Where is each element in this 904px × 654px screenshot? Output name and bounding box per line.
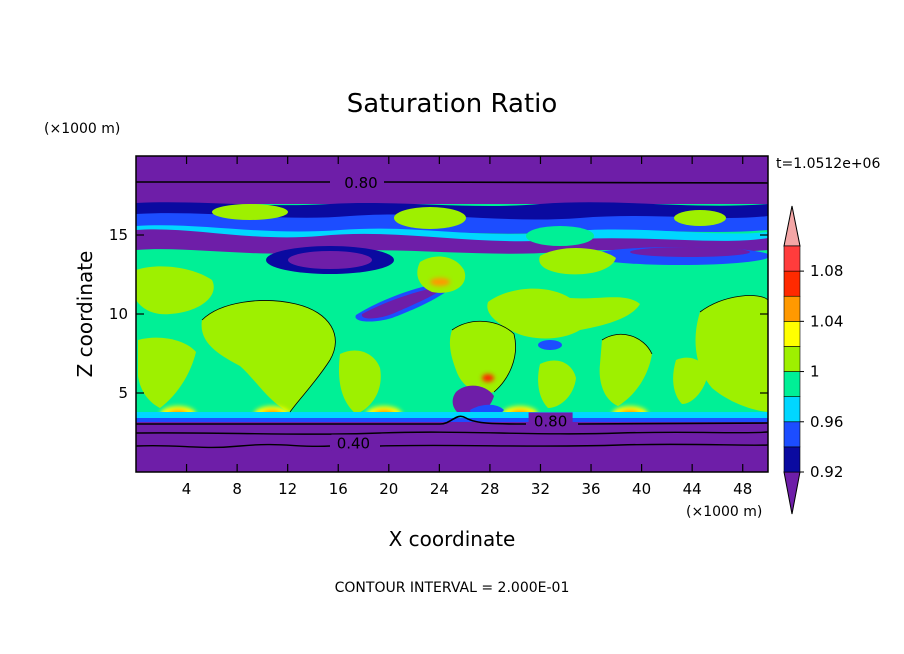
contour-label-bg xyxy=(528,412,573,429)
upper-cloud-1 xyxy=(212,204,288,220)
y-axis-label: Z coordinate xyxy=(73,251,97,378)
x-units-label: (×1000 m) xyxy=(686,504,762,520)
cloud-region-5 xyxy=(417,256,466,293)
colorbar-tick-label: 1.04 xyxy=(810,312,843,330)
colorbar-segment xyxy=(783,295,801,322)
x-tick-label: 16 xyxy=(329,480,348,498)
colorbar-segment xyxy=(783,346,801,372)
y-units-label: (×1000 m) xyxy=(44,121,120,137)
x-tick-label: 36 xyxy=(581,480,600,498)
dry-patch-1-core xyxy=(288,251,372,269)
upper-cloud-4 xyxy=(526,226,594,246)
small-dry-cell xyxy=(538,340,562,350)
contour-interval-label: CONTOUR INTERVAL = 2.000E-01 xyxy=(335,580,570,596)
x-tick-label: 48 xyxy=(733,480,752,498)
cloud-region-1 xyxy=(136,266,214,315)
mid-purple-band xyxy=(136,229,768,254)
dry-streak-core xyxy=(361,286,445,319)
y-tick-label: 15 xyxy=(109,226,128,244)
cloud-region-7 xyxy=(539,247,616,275)
plot-area: 0.80 0.80 0.40 xyxy=(136,156,768,472)
cloud-region-10 xyxy=(695,295,768,412)
cloud-region-8 xyxy=(449,321,516,394)
chart-title: Saturation Ratio xyxy=(347,89,558,119)
x-tick-label: 24 xyxy=(430,480,449,498)
x-axis-label: X coordinate xyxy=(389,527,516,551)
time-label: t=1.0512e+06 xyxy=(776,156,880,172)
contour-lower-080 xyxy=(136,415,768,425)
contour-labels: 0.80 0.80 0.40 xyxy=(331,173,573,453)
colorbar-tick-label: 0.96 xyxy=(810,413,843,431)
colorbar-segment xyxy=(783,396,801,423)
x-tick-label: 32 xyxy=(531,480,550,498)
colorbar-segment xyxy=(783,270,801,297)
contour-label: 0.40 xyxy=(337,435,370,453)
x-tick-label: 44 xyxy=(683,480,702,498)
colorbar-segment xyxy=(783,321,801,347)
colorbar-tick-label: 1 xyxy=(810,363,820,381)
x-axis: 4 8 12 16 20 24 28 32 36 40 44 48 xyxy=(182,156,752,498)
y-tick-label: 10 xyxy=(109,305,128,323)
x-tick-label: 20 xyxy=(379,480,398,498)
contour-label-bg xyxy=(331,434,376,451)
contour-label: 0.80 xyxy=(344,174,377,192)
colorbar: 0.92 0.96 1 1.04 1.08 xyxy=(783,205,843,515)
cloud-region-2 xyxy=(201,300,336,412)
upper-cloud-2 xyxy=(394,207,466,229)
contour-label-bg xyxy=(338,173,383,190)
contour-lines xyxy=(136,181,768,449)
colorbar-under-arrow xyxy=(783,471,801,515)
contour-label: 0.80 xyxy=(534,412,567,430)
cloud-region-12 xyxy=(538,360,576,408)
y-tick-label: 5 xyxy=(118,384,128,402)
inversion-cyan-band xyxy=(136,412,768,420)
upper-dry-layer xyxy=(136,156,768,204)
contour-lower-040 xyxy=(136,443,768,449)
cloud-region-3 xyxy=(138,337,196,408)
contour-upper-080 xyxy=(136,181,768,184)
colorbar-segment xyxy=(783,421,801,448)
upper-cloud-3 xyxy=(674,210,726,226)
colorbar-tick-label: 0.92 xyxy=(810,463,843,481)
x-tick-label: 28 xyxy=(480,480,499,498)
cloud-region-4 xyxy=(338,350,381,414)
colorbar-tick-label: 1.08 xyxy=(810,262,843,280)
cloud-region-11 xyxy=(673,357,708,404)
colorbar-segment xyxy=(783,446,801,473)
dry-patch-2-core xyxy=(630,247,750,257)
x-tick-label: 4 xyxy=(182,480,192,498)
contour-lower-060 xyxy=(136,431,768,435)
x-tick-label: 8 xyxy=(232,480,242,498)
colorbar-segment xyxy=(783,371,801,397)
colorbar-segment xyxy=(783,245,801,272)
contour-cloud-outline xyxy=(201,295,768,413)
x-tick-label: 12 xyxy=(278,480,297,498)
cloud-region-6 xyxy=(487,288,640,339)
lower-dry-layer xyxy=(136,422,768,472)
y-axis: 5 10 15 xyxy=(109,226,768,402)
colorbar-over-arrow xyxy=(783,205,801,247)
x-tick-label: 40 xyxy=(632,480,651,498)
cloud-region-9 xyxy=(599,334,652,406)
